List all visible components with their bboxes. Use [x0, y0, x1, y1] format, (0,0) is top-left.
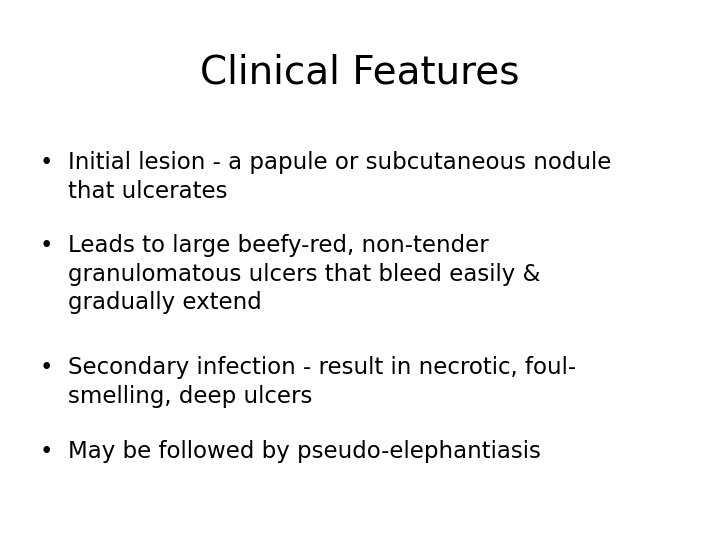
Text: •: • — [40, 234, 53, 258]
Text: •: • — [40, 356, 53, 380]
Text: Initial lesion - a papule or subcutaneous nodule
that ulcerates: Initial lesion - a papule or subcutaneou… — [68, 151, 612, 202]
Text: •: • — [40, 440, 53, 463]
Text: May be followed by pseudo-elephantiasis: May be followed by pseudo-elephantiasis — [68, 440, 541, 463]
Text: Clinical Features: Clinical Features — [200, 54, 520, 92]
Text: Leads to large beefy-red, non-tender
granulomatous ulcers that bleed easily &
gr: Leads to large beefy-red, non-tender gra… — [68, 234, 541, 314]
Text: •: • — [40, 151, 53, 174]
Text: Secondary infection - result in necrotic, foul-
smelling, deep ulcers: Secondary infection - result in necrotic… — [68, 356, 577, 408]
